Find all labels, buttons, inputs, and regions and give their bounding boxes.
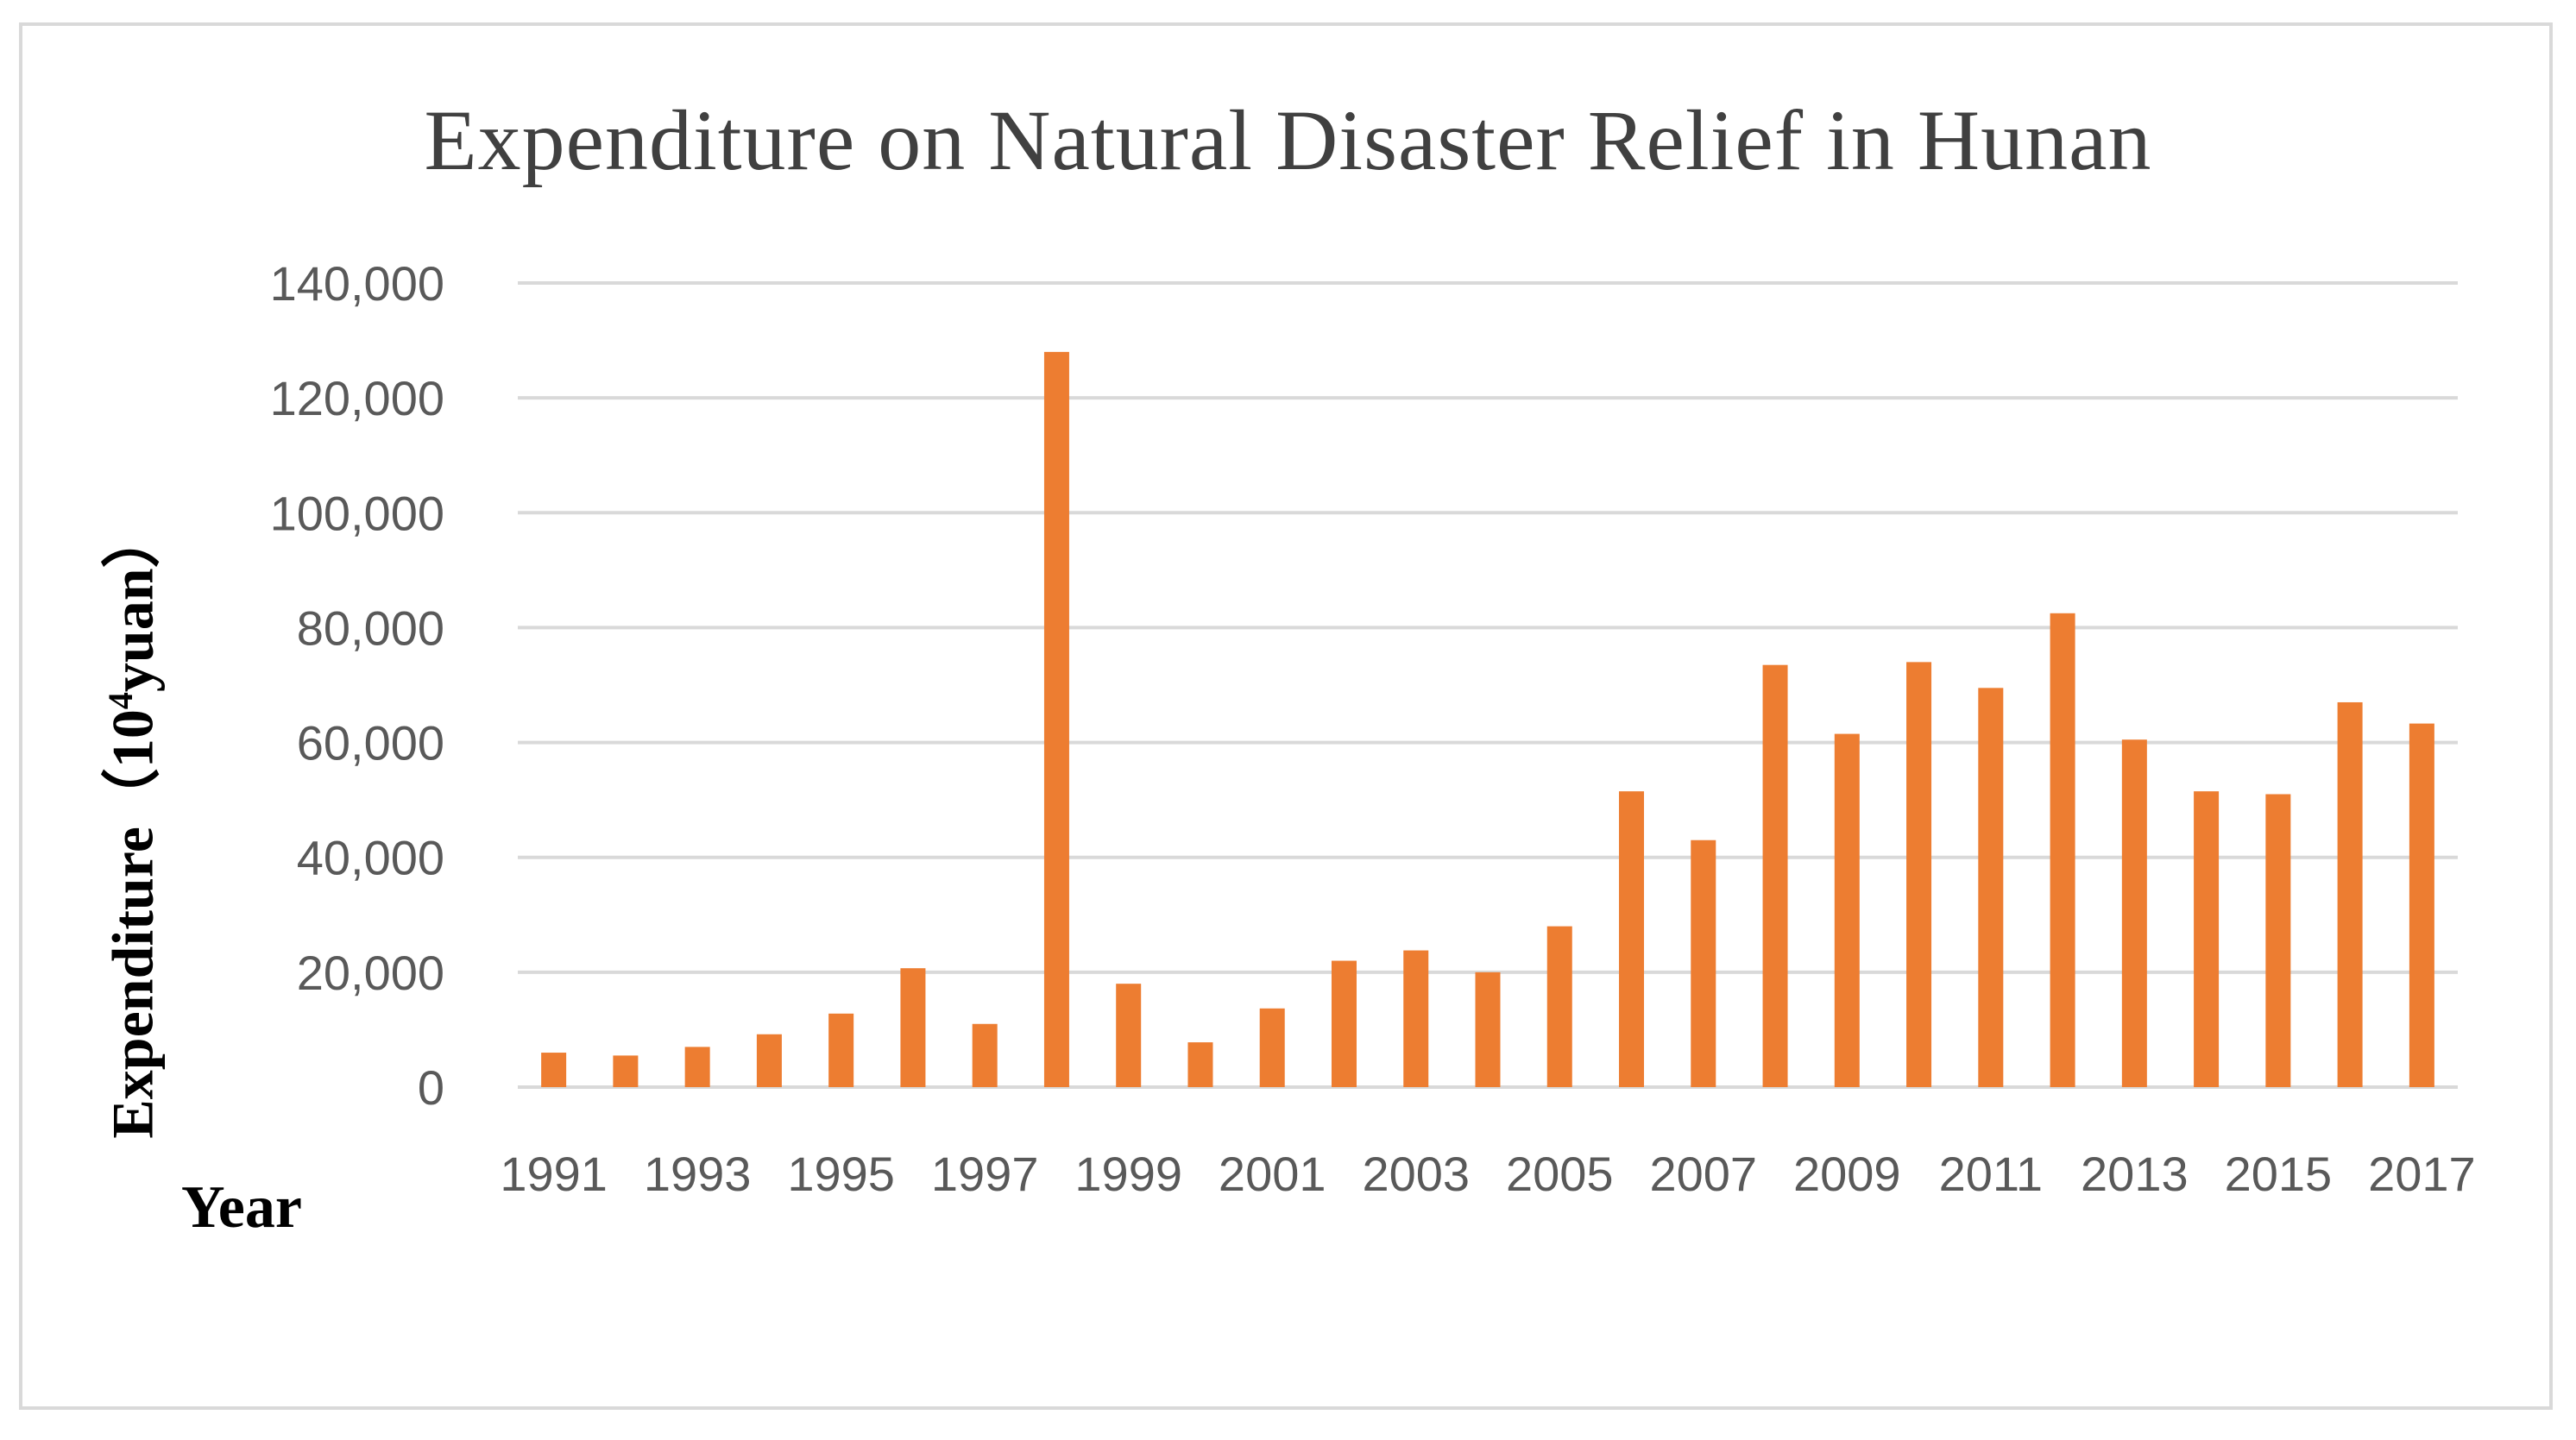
bar-2015	[2265, 794, 2291, 1087]
bar-2002	[1331, 960, 1357, 1087]
bar-2006	[1619, 791, 1645, 1087]
x-tick-label: 2015	[2225, 1147, 2333, 1201]
x-tick-label: 1993	[644, 1147, 752, 1201]
y-tick-label: 60,000	[297, 716, 444, 770]
bar-1993	[684, 1047, 710, 1087]
y-tick-label: 20,000	[297, 946, 444, 1000]
bar-1998	[1043, 351, 1069, 1087]
bar-2010	[1906, 662, 1932, 1087]
x-tick-label: 1995	[787, 1147, 895, 1201]
bar-2016	[2337, 701, 2363, 1087]
x-tick-label: 1997	[931, 1147, 1039, 1201]
y-tick-label: 120,000	[270, 371, 444, 425]
x-tick-label: 1999	[1074, 1147, 1182, 1201]
bar-2014	[2194, 791, 2220, 1087]
bar-1996	[900, 968, 926, 1087]
x-tick-label: 2003	[1362, 1147, 1470, 1201]
x-tick-label: 2017	[2368, 1147, 2476, 1201]
bar-2008	[1762, 664, 1788, 1087]
bar-1997	[972, 1023, 998, 1087]
x-tick-label: 2013	[2081, 1147, 2189, 1201]
bar-1999	[1116, 984, 1142, 1087]
bar-2007	[1691, 839, 1716, 1087]
y-tick-labels: 0 20,000 40,000 60,000 80,000 100,000 120,000 1…	[270, 256, 444, 1115]
bar-2013	[2121, 739, 2147, 1087]
y-tick-label: 100,000	[270, 486, 444, 540]
x-tick-label: 2001	[1219, 1147, 1326, 1201]
bar-2001	[1259, 1008, 1285, 1087]
bar-2017	[2409, 723, 2434, 1087]
x-tick-labels: 1991 1993 1995 1997 1999 2001 2003 2005 2007 2009…	[500, 1147, 2475, 1201]
x-tick-label: 1991	[500, 1147, 608, 1201]
bar-2000	[1187, 1042, 1213, 1087]
bar-2012	[2050, 613, 2075, 1087]
bar-2004	[1475, 972, 1501, 1087]
y-tick-label: 140,000	[270, 256, 444, 311]
chart-frame	[19, 22, 2553, 1410]
y-tick-label: 40,000	[297, 831, 444, 885]
y-tick-label: 0	[418, 1060, 444, 1115]
gridlines	[518, 281, 2458, 1089]
y-tick-label: 80,000	[297, 601, 444, 655]
bar-1992	[613, 1055, 639, 1087]
x-tick-label: 2009	[1793, 1147, 1901, 1201]
bar-2003	[1403, 950, 1429, 1087]
bar-1991	[541, 1053, 567, 1087]
x-tick-label: 2011	[1939, 1147, 2043, 1201]
x-tick-label: 2005	[1506, 1147, 1614, 1201]
bar-1994	[756, 1034, 782, 1087]
bar-1995	[828, 1013, 854, 1087]
chart-title: Expenditure on Natural Disaster Relief i…	[424, 92, 2152, 188]
bars	[541, 351, 2434, 1087]
bar-2009	[1834, 733, 1860, 1087]
x-axis-label: Year	[181, 1174, 302, 1241]
x-tick-label: 2007	[1649, 1147, 1757, 1201]
bar-2005	[1546, 926, 1572, 1087]
bar-2011	[1978, 688, 2004, 1087]
